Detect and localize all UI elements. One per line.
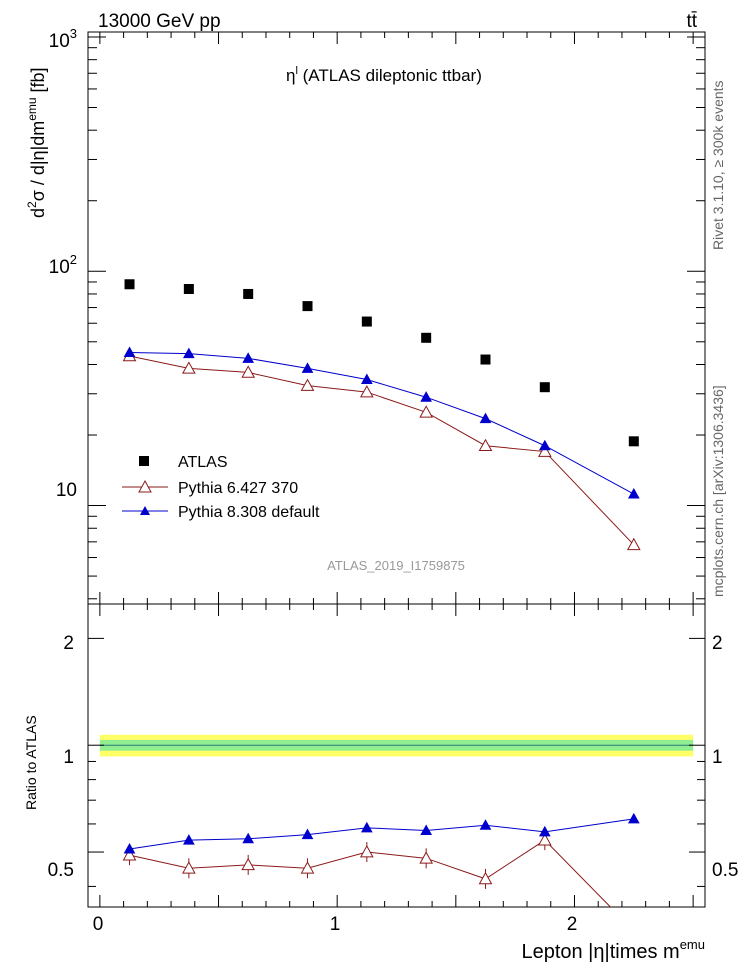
ratio-point-pythia8 (360, 821, 373, 833)
main-series-layer (122, 279, 641, 551)
legend-marker-pythia6 (138, 479, 152, 493)
ratio-point-pythia8 (183, 834, 195, 845)
data-point-pythia8 (242, 352, 255, 363)
data-point-pythia6 (537, 444, 552, 457)
energy-label: 13000 GeV pp (98, 11, 221, 32)
ratio-point-pythia6 (182, 861, 196, 874)
ratio-point-pythia8 (242, 832, 255, 844)
data-point-pythia6 (478, 438, 493, 452)
ratio-point-pythia6 (241, 857, 256, 871)
data-point-atlas (539, 382, 550, 393)
ratio-ytick-2-right: 2 (712, 633, 723, 654)
data-point-pythia8 (479, 412, 492, 424)
ratio-line-pythia6 (129, 839, 611, 908)
x-axis-label: Lepton |η|times memu (521, 937, 705, 963)
ytick-label-100: 102 (49, 252, 77, 278)
data-point-pythia6 (182, 361, 196, 374)
data-point-pythia8 (183, 347, 195, 359)
ratio-point-pythia6 (122, 848, 137, 861)
ratio-uncertainty-band (99, 734, 694, 757)
ratio-point-pythia6 (478, 871, 493, 885)
rivet-label: Rivet 3.1.10, ≥ 300k events (710, 80, 726, 250)
ytick-label-1000: 103 (49, 26, 77, 52)
data-point-atlas (183, 283, 194, 294)
data-point-pythia8 (627, 487, 640, 499)
data-point-pythia8 (123, 346, 136, 358)
data-point-atlas (628, 436, 639, 447)
ratio-point-pythia8 (627, 812, 640, 824)
ratio-point-pythia8 (301, 828, 314, 840)
ratio-point-pythia8 (420, 824, 433, 835)
ratio-line-pythia8 (129, 818, 634, 850)
analysis-id-label: ATLAS_2019_I1759875 (327, 558, 465, 573)
ratio-point-pythia8 (123, 842, 136, 854)
xtick-label-2: 2 (567, 914, 578, 935)
ratio-ylabel: Ratio to ATLAS (23, 715, 39, 810)
main-ylabel: d2σ / d|η|dmemu [fb] (25, 67, 48, 218)
data-point-atlas (361, 316, 372, 327)
data-point-pythia6 (300, 378, 315, 391)
ratio-point-pythia8 (479, 819, 492, 830)
legend-marker-atlas (139, 456, 149, 466)
data-point-atlas (302, 301, 313, 312)
ratio-point-pythia6 (419, 851, 434, 864)
ratio-ytick-0.5-right: 0.5 (712, 860, 738, 881)
data-point-atlas (480, 354, 491, 365)
xtick-label-0: 0 (93, 914, 104, 935)
data-point-pythia8 (360, 373, 373, 385)
data-point-pythia6 (241, 365, 256, 378)
line-pythia8 (129, 352, 635, 495)
ratio-ytick-2: 2 (63, 633, 74, 654)
ratio-ytick-1: 1 (63, 747, 74, 768)
ratio-point-pythia6 (359, 845, 374, 858)
ratio-series-layer (122, 812, 640, 908)
ratio-ytick-1-right: 1 (712, 747, 723, 768)
ratio-point-pythia8 (538, 825, 551, 837)
mcplots-label: mcplots.cern.ch [arXiv:1306.3436] (710, 385, 726, 597)
ytick-label-10: 10 (56, 480, 77, 501)
ratio-ytick-0.5: 0.5 (48, 860, 74, 881)
legend-label-pythia8: Pythia 8.308 default (178, 504, 320, 521)
main-title: ηl (ATLAS dileptonic ttbar) (286, 65, 482, 85)
data-point-atlas (243, 288, 254, 299)
data-point-pythia8 (538, 439, 551, 451)
data-point-pythia6 (359, 385, 374, 398)
legend: ATLAS Pythia 6.427 370 Pythia 8.308 defa… (122, 454, 320, 521)
legend-label-atlas: ATLAS (178, 454, 228, 471)
data-point-pythia6 (626, 537, 641, 551)
process-label: tt̄ (686, 11, 697, 32)
data-point-atlas (421, 332, 432, 343)
data-point-pythia8 (301, 362, 314, 373)
data-point-atlas (124, 279, 135, 290)
ratio-point-pythia6 (300, 861, 315, 874)
legend-label-pythia6: Pythia 6.427 370 (178, 480, 298, 497)
ratio-plot-frame (87, 603, 706, 908)
xtick-label-1: 1 (330, 914, 341, 935)
legend-marker-pythia8 (140, 506, 150, 515)
ratio-point-pythia6 (537, 833, 552, 846)
axis-ticks (88, 32, 705, 907)
data-point-pythia8 (420, 391, 433, 402)
data-point-pythia6 (419, 405, 434, 418)
